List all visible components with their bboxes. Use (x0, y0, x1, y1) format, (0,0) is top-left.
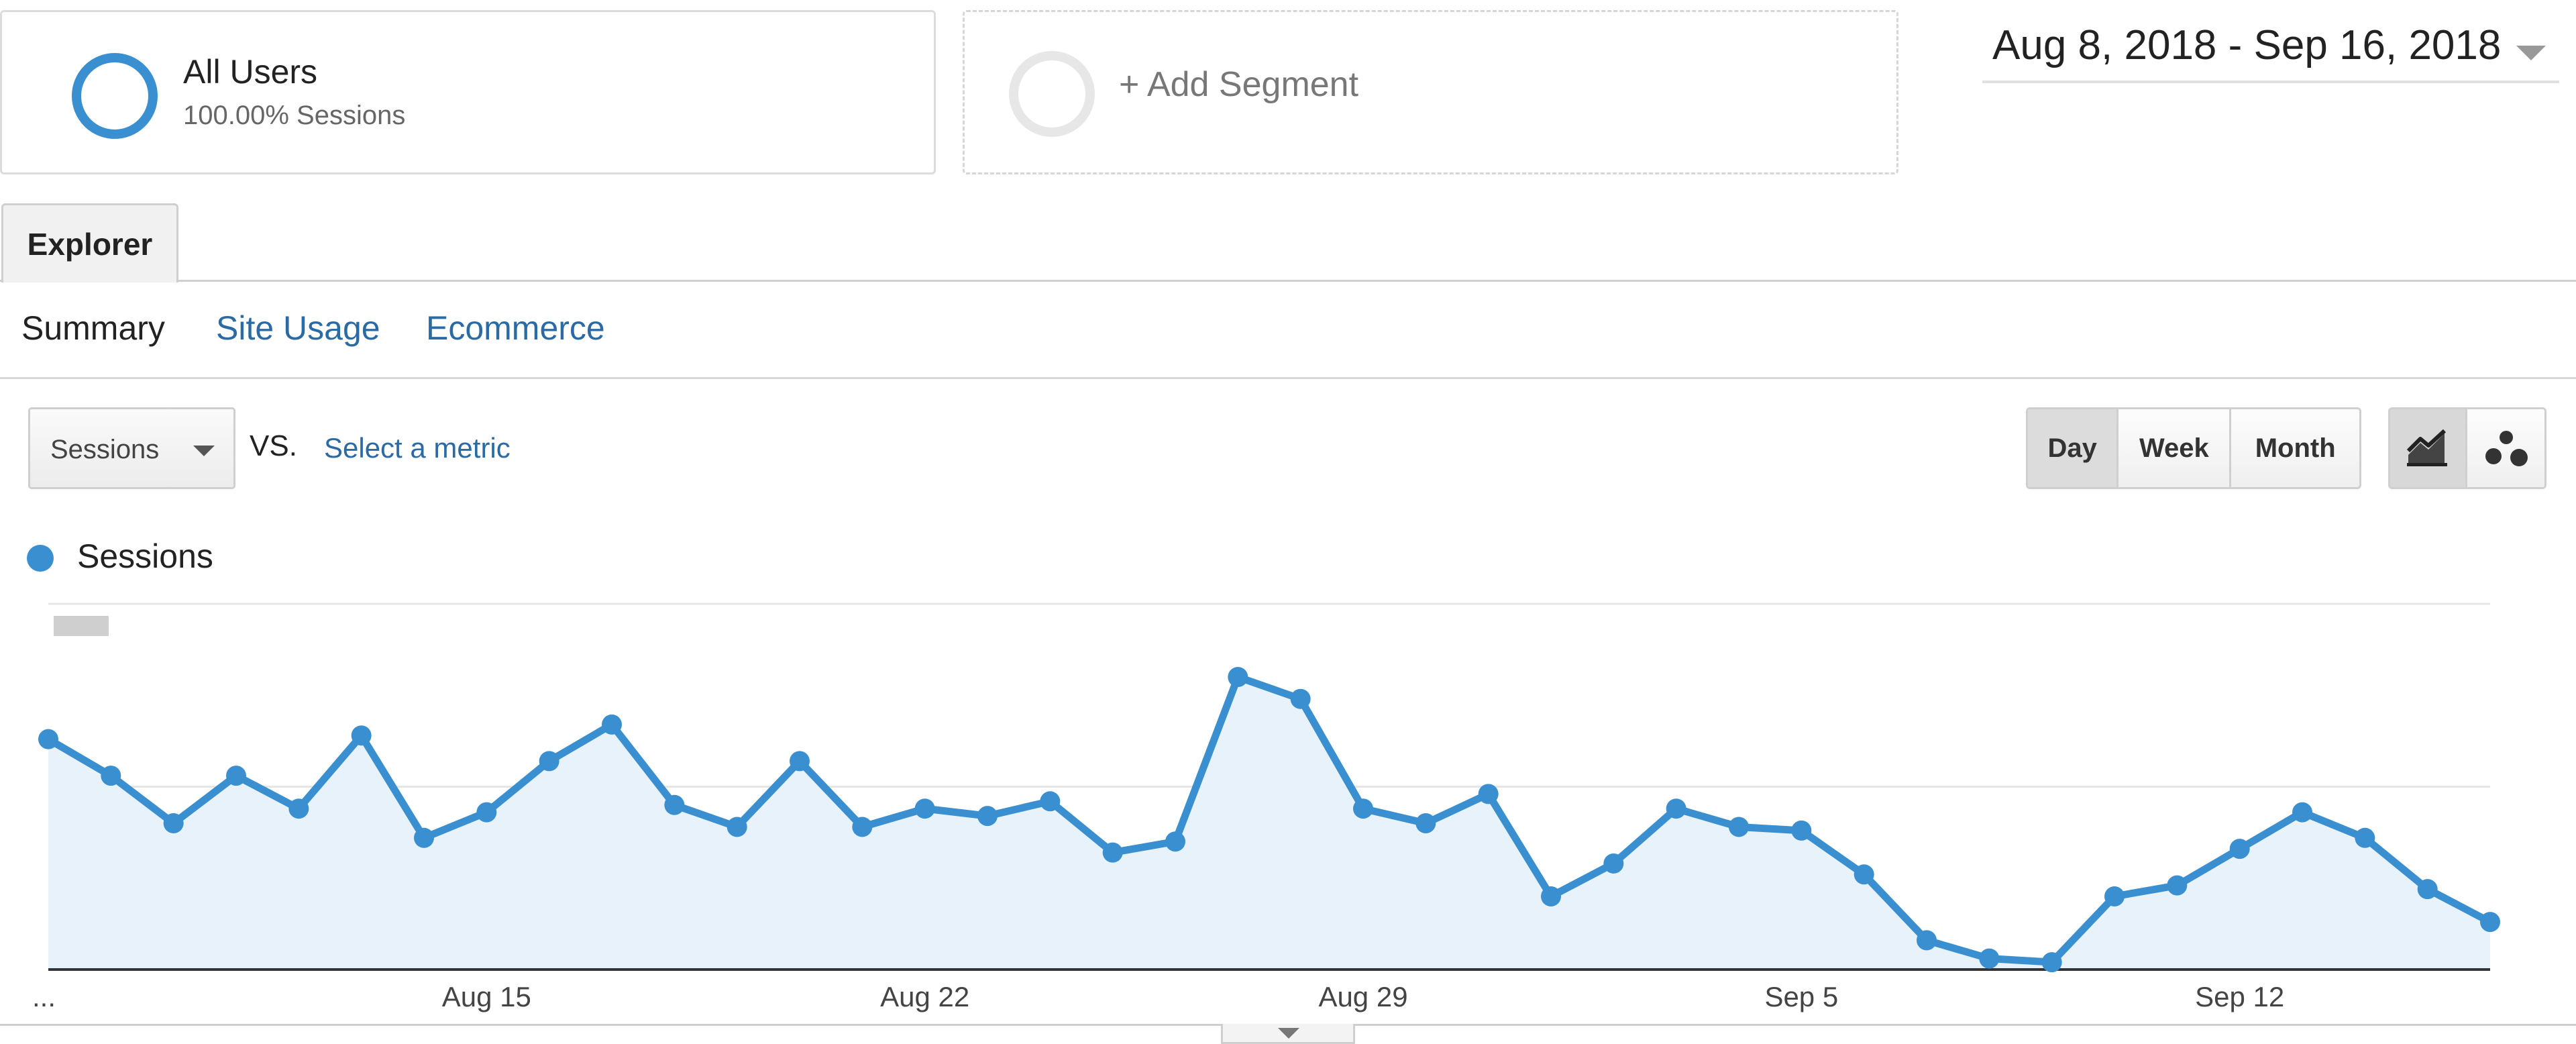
data-point (727, 817, 747, 837)
data-point (914, 798, 935, 819)
x-tick-label: ... (32, 981, 56, 1012)
chevron-down-icon[interactable] (2516, 46, 2546, 60)
x-tick-label: Sep 12 (2195, 981, 2284, 1012)
data-point (476, 802, 497, 823)
sessions-chart[interactable]: ... Aug 15 Aug 22 Aug 29 Sep 5 Sep 12 (0, 590, 2576, 1020)
add-segment-card[interactable]: + Add Segment (963, 10, 1898, 174)
granularity-toggle: Day Week Month (2026, 407, 2361, 489)
data-point (2417, 879, 2438, 900)
series-line (44, 673, 2494, 966)
data-point (1228, 667, 1248, 687)
data-point (1040, 791, 1061, 812)
data-point (1541, 886, 1561, 906)
data-point (1791, 820, 1812, 841)
expand-handle[interactable] (1221, 1024, 1355, 1044)
data-point (288, 798, 309, 819)
data-point (1478, 784, 1499, 804)
data-point (2292, 802, 2312, 823)
data-point (664, 794, 685, 815)
segment-title: All Users (183, 53, 318, 91)
data-point (101, 766, 121, 786)
line-chart-icon (2406, 429, 2448, 466)
data-point (2229, 839, 2250, 859)
chart-type-toggle (2388, 407, 2546, 489)
data-point (790, 751, 810, 772)
series-color-dot (27, 545, 54, 572)
data-point (602, 714, 622, 735)
y-tick-label-redacted (54, 616, 109, 636)
data-point (852, 817, 873, 837)
tab-explorer[interactable]: Explorer (1, 203, 178, 282)
segment-subtitle: 100.00% Sessions (183, 101, 406, 130)
day-button[interactable]: Day (2028, 409, 2119, 487)
add-segment-label[interactable]: + Add Segment (1119, 65, 1359, 104)
subtab-summary[interactable]: Summary (21, 309, 165, 347)
chevron-down-icon (193, 446, 215, 456)
data-point (1666, 798, 1686, 819)
subtab-site-usage[interactable]: Site Usage (216, 309, 380, 347)
data-point (2355, 827, 2375, 848)
x-tick-label: Aug 29 (1318, 981, 1407, 1012)
date-range-label[interactable]: Aug 8, 2018 - Sep 16, 2018 (1992, 22, 2502, 68)
data-point (1917, 930, 1937, 951)
data-point (1290, 688, 1311, 709)
data-point (1353, 798, 1373, 819)
data-point (2480, 912, 2500, 933)
data-point (2104, 886, 2125, 906)
data-point (1102, 842, 1123, 863)
data-point (539, 751, 559, 772)
data-point (1729, 817, 1749, 837)
x-tick-label: Aug 22 (880, 981, 969, 1012)
chevron-down-icon (1278, 1028, 1299, 1039)
x-tick-label: Aug 15 (442, 981, 531, 1012)
data-point (1979, 948, 2000, 969)
empty-segment-ring-icon (1009, 51, 1095, 137)
motion-chart-button[interactable] (2467, 409, 2544, 487)
data-point (1603, 853, 1624, 874)
subtab-ecommerce[interactable]: Ecommerce (426, 309, 605, 347)
data-point (38, 729, 58, 749)
data-point (351, 725, 372, 746)
series-area (48, 677, 2490, 970)
data-point (1854, 864, 1874, 885)
data-point (163, 813, 184, 833)
data-point (414, 827, 434, 848)
data-point (1165, 831, 1185, 852)
vs-label: VS. (250, 429, 297, 462)
data-point (977, 806, 998, 827)
select-metric-link[interactable]: Select a metric (324, 432, 511, 464)
date-range-picker[interactable]: Aug 8, 2018 - Sep 16, 2018 (1982, 16, 2559, 83)
segment-card-all-users[interactable]: All Users 100.00% Sessions (0, 10, 936, 174)
subtab-divider (0, 377, 2576, 379)
primary-metric-select[interactable]: Sessions (28, 407, 235, 489)
segment-ring-icon (72, 53, 158, 139)
data-point (1415, 813, 1436, 833)
motion-chart-icon (2485, 431, 2528, 466)
tab-divider (0, 280, 2576, 282)
week-button[interactable]: Week (2118, 409, 2232, 487)
month-button[interactable]: Month (2255, 433, 2336, 463)
primary-metric-label: Sessions (50, 435, 160, 464)
line-chart-button[interactable] (2390, 409, 2468, 487)
legend-series-label: Sessions (77, 537, 213, 575)
data-point (2041, 952, 2062, 973)
x-tick-label: Sep 5 (1764, 981, 1838, 1012)
data-point (2167, 875, 2188, 896)
data-point (226, 766, 246, 786)
